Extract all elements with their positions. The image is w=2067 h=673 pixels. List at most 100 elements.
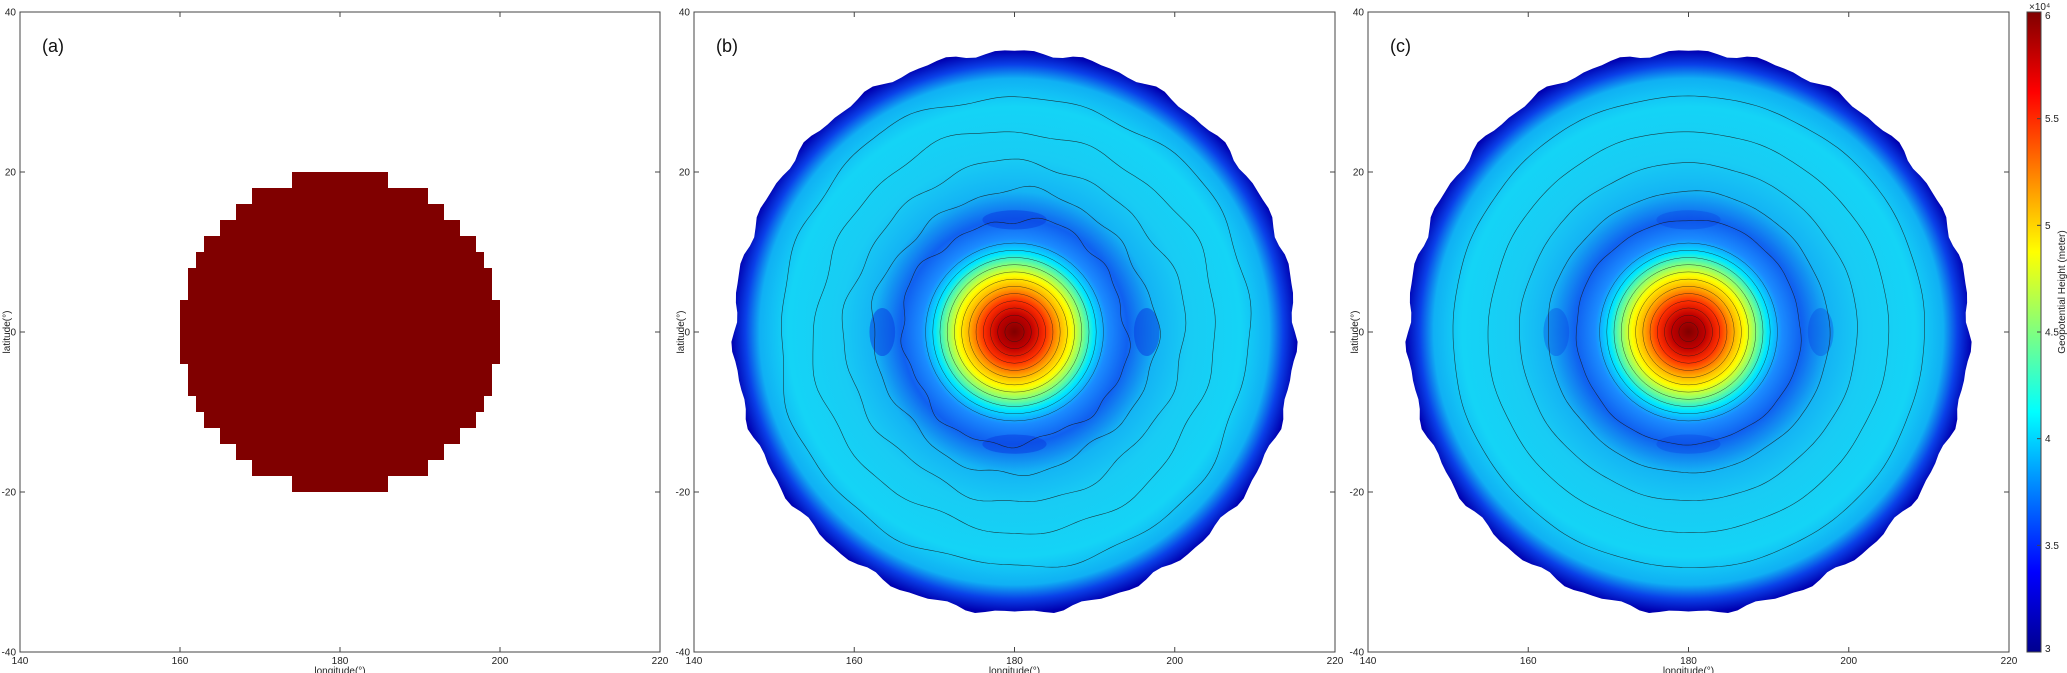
contour-outer-0 — [900, 217, 1131, 449]
colorbar-label: Geopotential Height (meter) — [2057, 230, 2067, 353]
y-tick-label: 0 — [10, 328, 16, 339]
y-axis-label: latitude(°) — [676, 311, 687, 354]
low-lobe-0 — [1656, 210, 1721, 230]
colorbar-exponent: ×10⁴ — [2029, 2, 2050, 13]
panel-label: (b) — [716, 36, 738, 56]
contour-core-10 — [1606, 250, 1771, 414]
contour-core-6 — [1635, 278, 1742, 386]
x-tick-label: 220 — [1327, 656, 1344, 667]
contour-core-5 — [968, 286, 1061, 378]
contour-outer-2 — [841, 158, 1187, 502]
colorbar-tick-label: 6 — [2045, 11, 2051, 22]
plot-area — [1405, 50, 1972, 613]
low-lobe-1 — [982, 434, 1047, 454]
contour-outer-4 — [781, 96, 1252, 568]
contour-core-8 — [946, 264, 1083, 400]
panel-1: 140 160 180 200 220 -40 -20 0 20 40 longitude(°) la… — [676, 8, 1344, 673]
y-tick-label: 40 — [679, 8, 691, 19]
height-field — [1405, 50, 1972, 613]
low-lobe-0 — [982, 210, 1047, 230]
y-tick-label: 20 — [679, 168, 691, 179]
y-tick-label: 20 — [5, 168, 17, 179]
y-axis-label: latitude(°) — [2, 311, 13, 354]
contour-outer-0 — [1575, 220, 1802, 446]
panel-label: (c) — [1390, 36, 1411, 56]
colorbar-tick-label: 4.5 — [2045, 328, 2059, 339]
contour-core-7 — [954, 271, 1075, 393]
contour-core-0 — [1678, 322, 1699, 342]
x-tick-label: 220 — [652, 656, 669, 667]
colorbar-tick-label: 3.5 — [2045, 541, 2059, 552]
y-axis-label: latitude(°) — [1350, 311, 1361, 354]
panel-0: 140 160 180 200 220 -40 -20 0 20 40 longitude(°) la… — [2, 8, 669, 673]
colorbar-tick-label: 4 — [2045, 434, 2051, 445]
contour-core-0 — [1004, 322, 1025, 342]
x-tick-label: 140 — [1360, 656, 1377, 667]
y-tick-label: -20 — [2, 488, 17, 499]
contour-outer-3 — [812, 131, 1216, 535]
x-tick-label: 140 — [686, 656, 703, 667]
contour-outer-2 — [1519, 162, 1858, 501]
x-axis-label: longitude(°) — [314, 666, 365, 673]
y-tick-label: -20 — [1350, 488, 1365, 499]
contour-core-9 — [939, 257, 1090, 407]
y-tick-label: 20 — [1353, 168, 1365, 179]
x-tick-label: 180 — [332, 656, 349, 667]
x-tick-label: 220 — [2001, 656, 2018, 667]
panel-label: (a) — [42, 36, 64, 56]
x-tick-label: 180 — [1680, 656, 1697, 667]
y-tick-label: 40 — [1353, 8, 1365, 19]
x-axis-label: longitude(°) — [1663, 666, 1714, 673]
colorbar-tick-label: 5 — [2045, 221, 2051, 232]
x-axis-label: longitude(°) — [989, 666, 1040, 673]
x-tick-label: 200 — [1840, 656, 1857, 667]
x-tick-label: 200 — [492, 656, 509, 667]
y-tick-label: 40 — [5, 8, 17, 19]
plot-area — [180, 172, 500, 492]
contour-outer-3 — [1487, 131, 1890, 533]
contour-core-4 — [1649, 293, 1728, 371]
contour-core-4 — [975, 293, 1054, 371]
contour-core-8 — [1620, 264, 1757, 400]
contour-core-1 — [1671, 314, 1706, 350]
contour-outer-1 — [1548, 190, 1831, 474]
y-tick-label: -40 — [676, 648, 691, 659]
panel-2: 140 160 180 200 220 -40 -20 0 20 40 longitude(°) la… — [1350, 8, 2018, 673]
contour-core-10 — [932, 250, 1097, 414]
low-lobe-1 — [1656, 434, 1721, 454]
colorbar: 3 3.5 4 4.5 5 5.5 6×10⁴ Geopotential Height (me… — [2026, 2, 2067, 655]
contour-core-3 — [1657, 300, 1720, 364]
y-tick-label: -20 — [676, 488, 691, 499]
contour-core-5 — [1642, 286, 1735, 378]
contour-core-2 — [990, 307, 1039, 357]
low-lobe-2 — [1543, 307, 1570, 357]
y-tick-label: -40 — [1350, 648, 1365, 659]
height-disk — [180, 172, 500, 492]
contour-core-3 — [983, 300, 1046, 364]
x-tick-label: 200 — [1166, 656, 1183, 667]
contour-core-1 — [997, 314, 1032, 350]
low-lobe-3 — [1133, 307, 1160, 357]
colorbar-tick-label: 3 — [2045, 644, 2051, 655]
y-tick-label: 0 — [684, 328, 690, 339]
contour-core-2 — [1664, 307, 1713, 357]
x-tick-label: 160 — [846, 656, 863, 667]
contour-outer-1 — [871, 185, 1161, 476]
y-tick-label: -40 — [2, 648, 17, 659]
low-lobe-2 — [869, 307, 896, 357]
contour-core-6 — [961, 278, 1068, 386]
contour-core-9 — [1613, 257, 1764, 407]
colorbar-tick-label: 5.5 — [2045, 114, 2059, 125]
x-tick-label: 160 — [1520, 656, 1537, 667]
contour-core-11 — [925, 242, 1104, 422]
y-tick-label: 0 — [1358, 328, 1364, 339]
low-lobe-3 — [1807, 307, 1834, 357]
height-field — [731, 50, 1298, 613]
contour-core-11 — [1599, 242, 1778, 422]
plot-area — [731, 50, 1298, 613]
x-tick-label: 160 — [172, 656, 189, 667]
contour-outer-4 — [1452, 95, 1925, 568]
x-tick-label: 180 — [1006, 656, 1023, 667]
x-tick-label: 140 — [12, 656, 29, 667]
